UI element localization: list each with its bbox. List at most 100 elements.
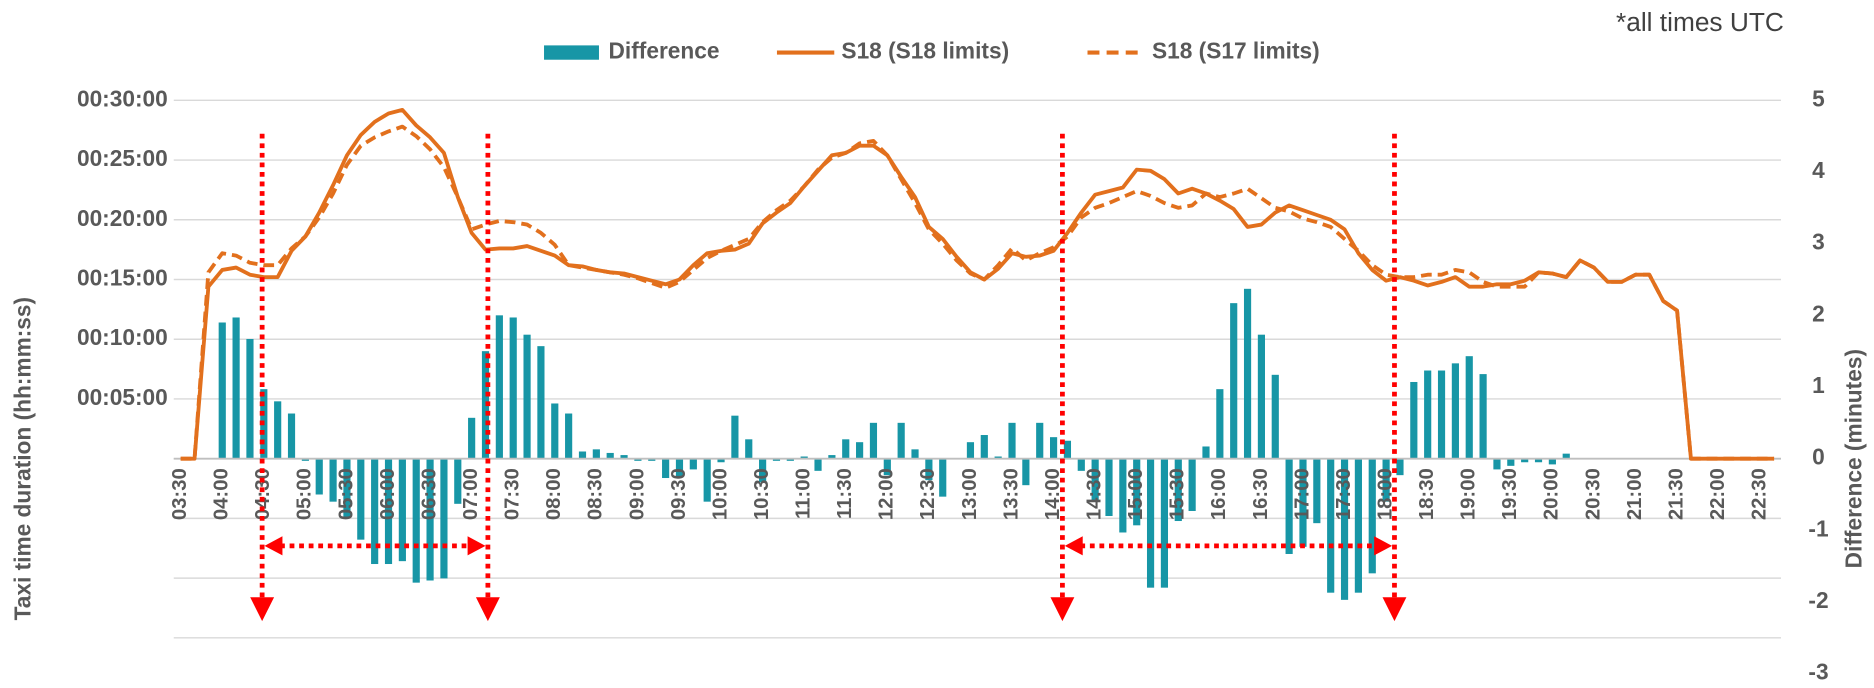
- bar: [1022, 458, 1030, 486]
- bar: [357, 458, 365, 540]
- bar: [842, 439, 850, 459]
- x-tick-label: 07:30: [502, 468, 524, 520]
- bar: [1479, 374, 1487, 459]
- bar: [731, 415, 739, 459]
- x-tick-label: 14:00: [1042, 468, 1064, 520]
- arrow-head: [250, 597, 275, 622]
- bar: [662, 458, 670, 479]
- bar: [412, 458, 420, 583]
- bar: [814, 458, 822, 471]
- x-tick-label: 19:30: [1499, 468, 1521, 520]
- bar: [717, 458, 725, 463]
- bar: [1410, 381, 1418, 459]
- bar: [384, 458, 393, 565]
- x-tick-label: 15:00: [1125, 468, 1147, 520]
- bar: [578, 451, 587, 459]
- bar: [454, 458, 462, 504]
- bar: [1285, 458, 1293, 554]
- bar: [966, 442, 975, 459]
- x-tick-label: 04:00: [211, 468, 233, 520]
- bar: [772, 458, 781, 461]
- arrow-head: [467, 536, 486, 556]
- y-tick-label: 00:10:00: [77, 324, 168, 350]
- y-tick-label: 00:20:00: [77, 205, 168, 231]
- bar: [232, 317, 240, 459]
- y-tick-label: 00:30:00: [77, 85, 168, 111]
- x-tick-label: 13:30: [1000, 468, 1022, 520]
- bar: [551, 403, 559, 459]
- bar: [786, 458, 794, 461]
- bar: [537, 346, 545, 459]
- x-tick-label: 12:00: [876, 468, 898, 520]
- x-tick-label: 13:00: [959, 468, 981, 520]
- bar: [1521, 458, 1529, 463]
- x-tick-label: 03:30: [169, 468, 191, 520]
- bar: [1340, 458, 1349, 600]
- bar: [468, 417, 476, 459]
- y2-tick-label: 5: [1812, 85, 1825, 111]
- bar: [911, 449, 919, 459]
- bar: [1354, 458, 1362, 593]
- legend-label: S18 (S18 limits): [841, 38, 1009, 64]
- plot: 00:05:00 00:10:00 00:15:00 00:20:00 00:25:00…: [77, 38, 1829, 685]
- bar: [509, 317, 517, 459]
- x-tick-label: 08:00: [543, 468, 565, 520]
- bar: [1091, 458, 1099, 502]
- bar: [1382, 458, 1390, 502]
- bar: [856, 442, 864, 459]
- x-tick-label: 06:00: [377, 468, 399, 520]
- bar: [1257, 334, 1265, 459]
- x-tick-label: 15:30: [1167, 468, 1189, 520]
- x-tick-label: 08:30: [585, 468, 607, 520]
- x-tick-label: 18:00: [1374, 468, 1396, 520]
- bar: [371, 458, 379, 565]
- y2-tick-label: -1: [1808, 515, 1828, 541]
- arrow-head: [264, 536, 283, 556]
- bar: [565, 413, 573, 459]
- x-tick-label: 17:30: [1333, 468, 1355, 520]
- bar: [315, 458, 323, 495]
- bar: [1271, 374, 1279, 459]
- bar: [1327, 458, 1335, 593]
- bar: [883, 458, 891, 476]
- bar: [980, 435, 988, 459]
- line: [180, 107, 1775, 461]
- x-tick-label: 16:30: [1250, 468, 1272, 520]
- y2-axis-title: Difference (minutes): [1841, 349, 1867, 568]
- bar: [703, 458, 711, 502]
- bar: [1493, 458, 1501, 470]
- bar: [1202, 446, 1210, 459]
- x-tick-label: 04:30: [252, 468, 274, 520]
- bar: [1133, 458, 1141, 526]
- x-tick-label: 14:30: [1084, 468, 1106, 520]
- bar: [1507, 458, 1515, 466]
- x-tick-label: 16:00: [1208, 468, 1230, 520]
- bar: [648, 458, 656, 461]
- bar: [440, 458, 448, 579]
- bar: [1146, 458, 1155, 588]
- bar: [1174, 458, 1182, 522]
- bar: [1299, 458, 1307, 547]
- y-tick-label: 00:05:00: [77, 384, 168, 410]
- bar: [523, 334, 531, 459]
- x-tick-label: 09:30: [668, 468, 690, 520]
- bar: [1119, 458, 1127, 533]
- x-tick-label: 09:00: [626, 468, 648, 520]
- bar: [287, 413, 296, 459]
- bar: [689, 458, 697, 470]
- bar: [1534, 458, 1543, 463]
- bar: [1313, 458, 1321, 524]
- x-tick-label: 22:30: [1749, 468, 1771, 520]
- x-tick-label: 12:30: [917, 468, 939, 520]
- y2-tick-label: 4: [1812, 157, 1825, 183]
- bar: [329, 458, 337, 502]
- bar: [1243, 288, 1252, 459]
- bar: [634, 458, 642, 461]
- legend-swatch: [544, 45, 599, 60]
- bar: [592, 449, 600, 459]
- x-tick-label: 18:30: [1416, 468, 1438, 520]
- y2-tick-label: -2: [1808, 587, 1828, 613]
- bar: [398, 458, 406, 562]
- bar: [1036, 422, 1044, 459]
- bar: [274, 401, 282, 459]
